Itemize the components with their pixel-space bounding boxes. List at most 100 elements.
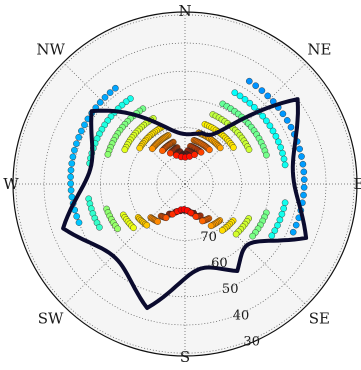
data-point bbox=[121, 146, 129, 153]
data-point bbox=[299, 160, 307, 168]
radial-tick-label: 50 bbox=[222, 282, 239, 297]
compass-label-n: N bbox=[178, 2, 191, 20]
data-point bbox=[81, 121, 88, 129]
data-point bbox=[232, 230, 240, 238]
data-point bbox=[230, 144, 237, 151]
data-point bbox=[266, 122, 274, 130]
compass-label-nw: NW bbox=[36, 41, 65, 59]
data-point bbox=[231, 89, 239, 96]
data-point bbox=[67, 180, 74, 187]
data-point bbox=[154, 218, 161, 225]
compass-label-ne: NE bbox=[307, 41, 331, 59]
data-point bbox=[197, 148, 205, 156]
data-point bbox=[276, 216, 284, 224]
compass-label-e: E bbox=[354, 175, 361, 193]
data-point bbox=[300, 191, 307, 199]
data-point bbox=[263, 151, 270, 159]
grid-ring bbox=[43, 42, 327, 326]
footprint-outline bbox=[61, 97, 309, 310]
compass-label-se: SE bbox=[309, 309, 330, 327]
data-point bbox=[206, 146, 213, 154]
data-point bbox=[271, 227, 279, 234]
data-point bbox=[162, 214, 170, 222]
data-point bbox=[69, 153, 77, 161]
compass-label-sw: SW bbox=[38, 309, 64, 327]
data-point bbox=[166, 149, 174, 157]
compass-label-s: S bbox=[180, 348, 190, 365]
data-point bbox=[75, 133, 82, 141]
data-point bbox=[281, 161, 289, 169]
radial-tick-label: 60 bbox=[211, 256, 228, 271]
data-point bbox=[298, 153, 305, 160]
radial-tick-label: 30 bbox=[243, 334, 260, 349]
data-point bbox=[148, 145, 156, 152]
data-point bbox=[258, 87, 266, 94]
data-point bbox=[136, 144, 143, 152]
data-point bbox=[300, 184, 308, 191]
data-point bbox=[67, 186, 75, 194]
data-point bbox=[275, 138, 282, 146]
data-point bbox=[112, 84, 119, 92]
data-point bbox=[245, 146, 253, 153]
data-point bbox=[259, 112, 267, 120]
data-point bbox=[236, 92, 244, 100]
data-point bbox=[207, 222, 215, 230]
data-point bbox=[104, 151, 112, 158]
data-point bbox=[252, 82, 259, 89]
data-point bbox=[68, 160, 76, 167]
data-point bbox=[246, 99, 254, 107]
data-point bbox=[73, 140, 80, 147]
data-point bbox=[292, 221, 300, 229]
data-point bbox=[216, 144, 224, 152]
data-point bbox=[199, 217, 206, 225]
data-point bbox=[187, 209, 195, 217]
data-point bbox=[96, 99, 104, 106]
data-point bbox=[300, 168, 308, 176]
data-point bbox=[283, 117, 291, 124]
radial-tick-label: 70 bbox=[200, 230, 217, 245]
grid-ring bbox=[71, 70, 299, 298]
data-point bbox=[249, 232, 256, 240]
data-point bbox=[250, 104, 258, 111]
data-point bbox=[67, 173, 74, 181]
data-point bbox=[114, 225, 121, 233]
data-point bbox=[192, 213, 200, 220]
data-point bbox=[289, 228, 297, 236]
data-point bbox=[73, 213, 80, 220]
data-point bbox=[280, 205, 288, 212]
data-point bbox=[245, 77, 253, 85]
data-point bbox=[96, 223, 103, 231]
radial-tick-label: 40 bbox=[233, 308, 250, 323]
data-point bbox=[277, 144, 284, 151]
data-point bbox=[278, 210, 286, 218]
data-point bbox=[67, 166, 75, 174]
data-point bbox=[101, 94, 109, 101]
data-point bbox=[159, 147, 166, 154]
data-point bbox=[130, 224, 137, 232]
data-point bbox=[281, 199, 289, 206]
data-point bbox=[300, 176, 308, 183]
data-point bbox=[279, 149, 286, 157]
data-point bbox=[263, 117, 270, 125]
data-point bbox=[241, 96, 249, 103]
data-point bbox=[296, 145, 303, 153]
grid-ring bbox=[15, 14, 355, 354]
compass-label-w: W bbox=[3, 175, 19, 193]
data-point bbox=[268, 232, 276, 239]
data-point bbox=[280, 155, 288, 163]
grid-ring bbox=[128, 127, 242, 241]
data-point bbox=[106, 89, 114, 96]
data-point bbox=[191, 151, 198, 158]
data-point bbox=[264, 92, 272, 100]
data-point bbox=[287, 123, 295, 131]
data-point bbox=[75, 219, 83, 226]
data-point bbox=[78, 127, 85, 135]
data-point bbox=[71, 146, 78, 154]
data-point bbox=[279, 110, 287, 118]
data-point bbox=[218, 227, 226, 234]
data-point bbox=[143, 221, 151, 229]
data-point bbox=[272, 132, 280, 140]
data-point bbox=[274, 221, 281, 229]
